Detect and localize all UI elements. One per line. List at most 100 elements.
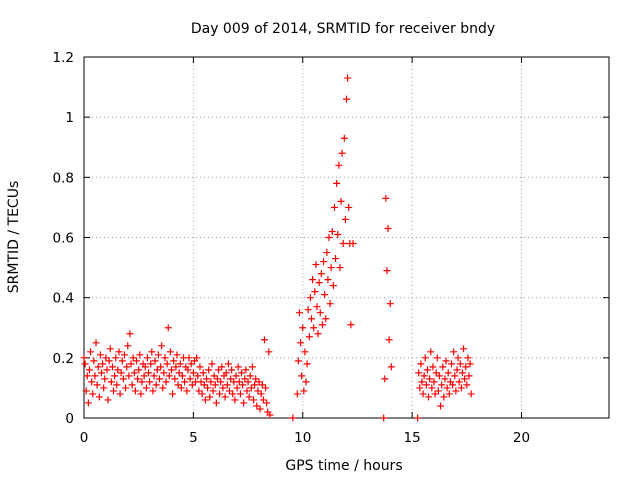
data-point <box>315 279 323 287</box>
data-point <box>162 378 170 386</box>
x-tick-label: 10 <box>294 430 311 446</box>
data-point <box>193 354 201 362</box>
data-point <box>435 372 443 380</box>
data-point <box>439 363 447 371</box>
data-point <box>217 378 225 386</box>
data-point <box>334 230 342 238</box>
data-point <box>451 372 459 380</box>
data-point <box>463 381 471 389</box>
data-point <box>310 324 318 332</box>
data-point <box>118 357 126 365</box>
data-point <box>335 161 343 169</box>
data-point <box>137 390 145 398</box>
data-point <box>169 390 177 398</box>
data-point <box>466 360 474 368</box>
data-point <box>240 399 248 407</box>
data-point <box>457 384 465 392</box>
data-point <box>150 372 158 380</box>
data-point <box>141 363 149 371</box>
data-point <box>247 384 255 392</box>
data-point <box>349 240 357 248</box>
data-point <box>149 387 157 395</box>
data-point <box>245 393 253 401</box>
data-point <box>175 369 183 377</box>
x-tick-label: 0 <box>80 430 89 446</box>
data-point <box>422 381 430 389</box>
data-point <box>430 378 438 386</box>
data-point <box>157 363 165 371</box>
data-point <box>297 339 305 347</box>
data-point <box>259 396 267 404</box>
data-point <box>295 309 303 317</box>
data-point <box>125 372 133 380</box>
data-point <box>170 357 178 365</box>
data-point <box>128 381 136 389</box>
data-point <box>386 300 394 308</box>
data-point <box>456 360 464 368</box>
data-point <box>437 402 445 410</box>
data-point <box>106 345 114 353</box>
data-point <box>418 378 426 386</box>
data-point <box>429 363 437 371</box>
data-point <box>339 240 347 248</box>
data-point <box>188 381 196 389</box>
data-point <box>113 381 121 389</box>
data-point <box>158 342 166 350</box>
data-point <box>108 363 116 371</box>
data-point <box>213 375 221 383</box>
data-point <box>196 363 204 371</box>
data-point <box>314 330 322 338</box>
data-point <box>154 351 162 359</box>
data-point <box>159 384 167 392</box>
data-point <box>206 393 214 401</box>
data-point <box>265 348 273 356</box>
data-point <box>262 384 270 392</box>
data-point <box>461 375 469 383</box>
data-point <box>293 390 301 398</box>
data-point <box>142 384 150 392</box>
data-point <box>208 360 216 368</box>
data-point <box>329 282 337 290</box>
data-point <box>186 375 194 383</box>
data-point <box>115 348 123 356</box>
data-point <box>434 387 442 395</box>
data-point <box>320 258 328 266</box>
data-point <box>467 390 475 398</box>
data-point <box>438 381 446 389</box>
data-point <box>242 366 250 374</box>
data-point <box>105 357 113 365</box>
y-tick-label: 0.6 <box>53 231 74 247</box>
data-point <box>195 387 203 395</box>
data-point <box>453 366 461 374</box>
data-point <box>184 366 192 374</box>
data-point <box>246 372 254 380</box>
data-point <box>248 363 256 371</box>
data-point <box>452 387 460 395</box>
data-point <box>233 384 241 392</box>
data-point <box>454 354 462 362</box>
data-point <box>201 396 209 404</box>
data-point <box>308 315 315 323</box>
data-point <box>228 366 236 374</box>
data-point <box>427 348 435 356</box>
data-point <box>340 134 348 142</box>
data-point <box>85 366 93 374</box>
data-point <box>183 387 191 395</box>
y-tick-label: 0 <box>65 411 74 427</box>
data-point <box>153 366 161 374</box>
data-point <box>227 375 235 383</box>
data-point <box>94 363 102 371</box>
data-point <box>138 378 146 386</box>
data-point <box>253 402 261 410</box>
data-point <box>302 378 310 386</box>
data-point <box>171 375 179 383</box>
data-point <box>185 354 193 362</box>
data-point <box>344 74 352 82</box>
data-point <box>107 378 115 386</box>
data-point <box>172 363 180 371</box>
data-point <box>255 378 263 386</box>
data-point <box>299 324 307 332</box>
data-point <box>112 354 120 362</box>
data-point <box>134 375 142 383</box>
data-point <box>458 369 466 377</box>
